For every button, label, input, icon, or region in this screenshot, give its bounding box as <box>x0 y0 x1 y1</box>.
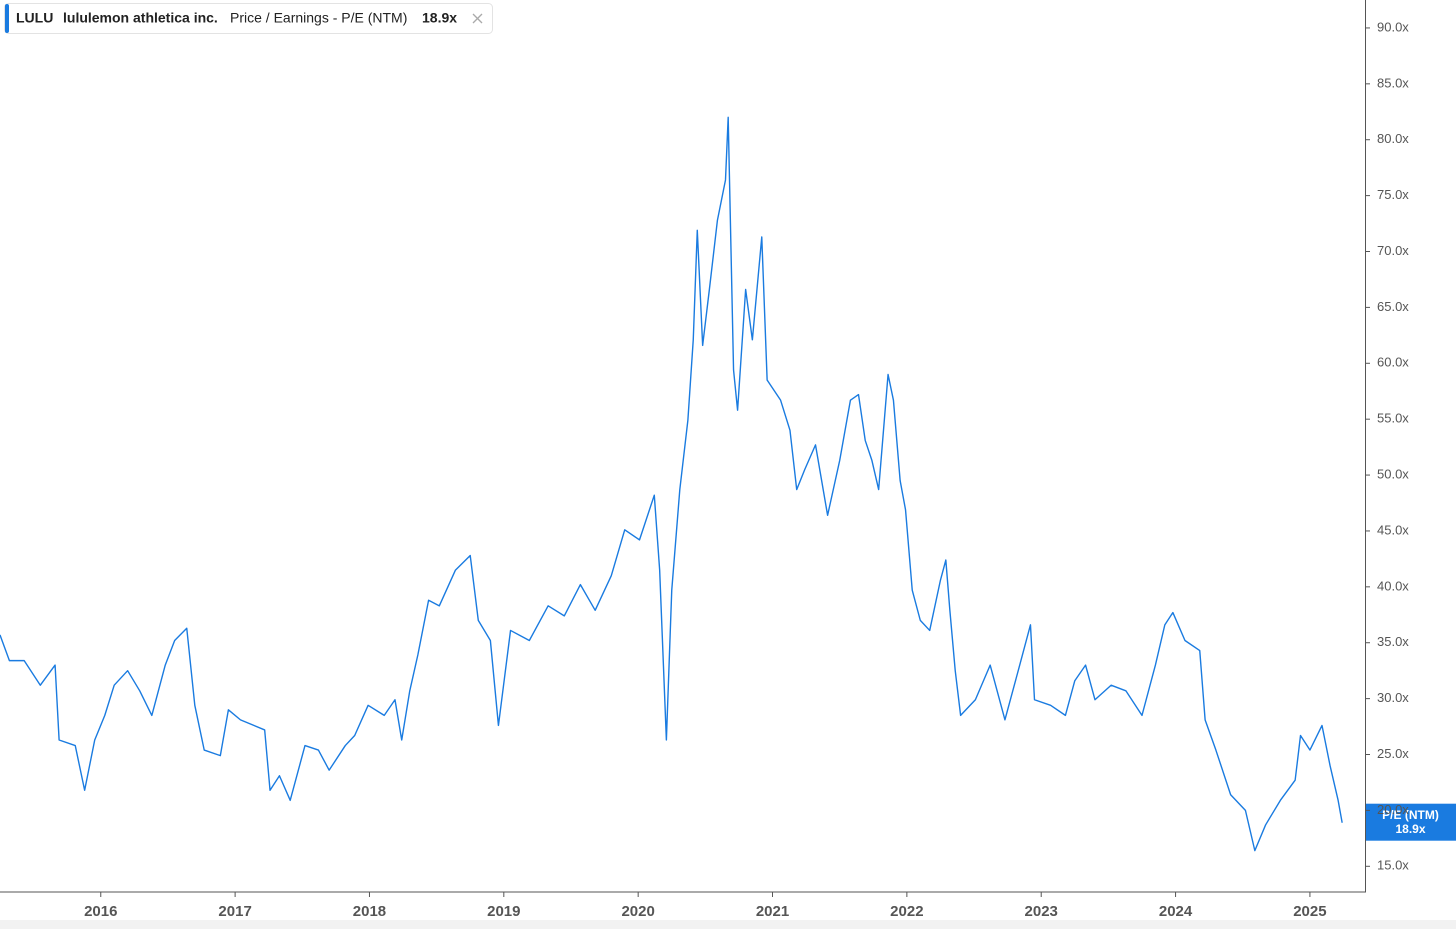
header-box <box>4 3 493 34</box>
y-tick-label: 75.0x <box>1377 187 1409 202</box>
metric-name: Price / Earnings - P/E (NTM) <box>230 10 407 26</box>
y-tick-label: 60.0x <box>1377 355 1409 370</box>
x-tick-label: 2016 <box>84 903 117 920</box>
x-tick-label: 2021 <box>756 903 789 920</box>
plot-area <box>0 116 1343 852</box>
x-tick-label: 2022 <box>890 903 923 920</box>
y-tick-label: 45.0x <box>1377 522 1409 537</box>
bottom-strip <box>0 920 1456 929</box>
y-tick-label: 55.0x <box>1377 411 1409 426</box>
y-tick-label: 50.0x <box>1377 467 1409 482</box>
y-tick-label: 40.0x <box>1377 578 1409 593</box>
metric-value: 18.9x <box>422 10 457 26</box>
x-tick-label: 2023 <box>1025 903 1058 920</box>
company-name: lululemon athletica inc. <box>63 10 218 26</box>
x-tick-label: 2020 <box>621 903 654 920</box>
y-tick-label: 15.0x <box>1377 858 1409 873</box>
x-tick-label: 2024 <box>1159 903 1193 920</box>
y-tick-label: 25.0x <box>1377 746 1409 761</box>
y-tick-label: 30.0x <box>1377 690 1409 705</box>
tag-value: 18.9x <box>1395 822 1425 836</box>
x-tick-label: 2025 <box>1293 903 1326 920</box>
close-button[interactable] <box>472 13 483 24</box>
y-tick-label: 35.0x <box>1377 634 1409 649</box>
y-tick-label: 65.0x <box>1377 299 1409 314</box>
y-tick-label: 80.0x <box>1377 131 1409 146</box>
y-tick-label: 85.0x <box>1377 75 1409 90</box>
x-tick-label: 2019 <box>487 903 520 920</box>
current-value-tag: P/E (NTM)18.9x <box>1366 803 1456 841</box>
legend-header: LULU lululemon athletica inc. Price / Ea… <box>4 3 493 34</box>
series-line <box>0 116 1343 852</box>
ticker: LULU <box>16 10 53 26</box>
tag-label: P/E (NTM) <box>1382 808 1439 822</box>
series-swatch <box>5 4 9 33</box>
close-icon-stroke[interactable] <box>472 13 483 24</box>
x-tick-label: 2017 <box>218 903 251 920</box>
tag-box <box>1366 803 1456 841</box>
x-tick-label: 2018 <box>353 903 386 920</box>
y-tick-label: 20.0x <box>1377 802 1409 817</box>
y-tick-label: 70.0x <box>1377 243 1409 258</box>
y-tick-label: 90.0x <box>1377 19 1409 34</box>
